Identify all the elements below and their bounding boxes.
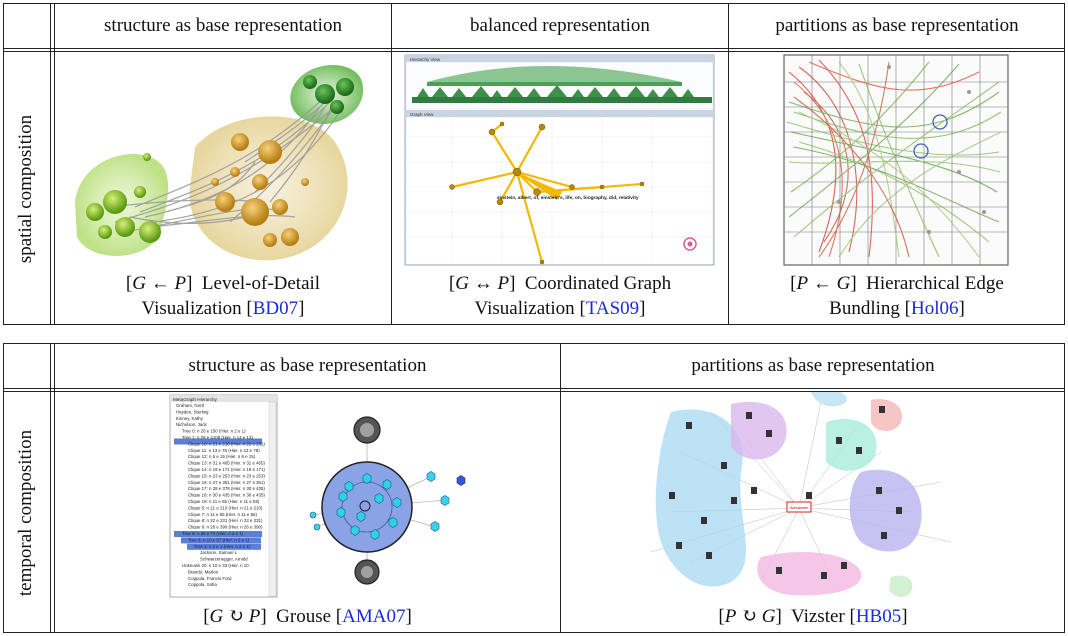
grouse-list-item[interactable]: Hayden, Sterling (176, 409, 209, 414)
citation-link[interactable]: HB05 (855, 606, 902, 627)
grouse-list-item[interactable]: Graham, Gertl (176, 403, 204, 408)
cell-level-of-detail: [G ← P] Level-of-Detail Visualization [B… (55, 52, 391, 325)
grouse-list-item[interactable]: Clique 18: n 30 e 435 (Hier. n 30 e 435) (188, 493, 265, 498)
grouse-list-item[interactable]: Clique 10: n 21 e 210 (Hier. n 22 e 231) (188, 441, 265, 446)
citation-link[interactable]: BD07 (252, 298, 299, 319)
grouse-list-item[interactable]: Kinney, Kathy (176, 416, 204, 421)
column-header-structure: structure as base representation (104, 14, 342, 36)
svg-text:Graph View: Graph View (410, 112, 434, 117)
caption-line-2: Visualization [BD07] (141, 298, 305, 319)
citation-link[interactable]: AMA07 (342, 606, 406, 627)
grouse-list-item[interactable]: Coppola, Sofia (188, 582, 217, 587)
caption-line-1: [G ↔ P] Coordinated Graph (448, 273, 672, 294)
column-header-partitions: partitions as base representation (775, 14, 1019, 36)
grouse-list-item[interactable]: Clique 17: n 28 e 378 (Hier. n 30 e 435) (188, 486, 265, 491)
grouse-list-item[interactable]: Clique 8: n 22 e 231 (Hier. n 22 e 231) (188, 518, 263, 523)
level-of-detail-thumbnail (75, 65, 364, 261)
caption-grouse: [G ↻ P] Grouse [AMA07] (203, 606, 412, 627)
column-header-partitions-temporal: partitions as base representation (691, 354, 935, 376)
caption-coordinated-graph: [G ↔ P] Coordinated Graph Visualization … (392, 271, 728, 321)
grouse-list-item[interactable]: Tree 8: n 28 e 74 (Hier. n 2 e 1) (182, 531, 244, 536)
citation-link[interactable]: TAS09 (585, 298, 640, 319)
cell-hierarchical-edge-bundling: [P ← G] Hierarchical Edge Bundling [Hol0… (729, 52, 1065, 325)
caption-line-1: [P ← G] Hierarchical Edge (790, 273, 1004, 294)
grouse-list-item[interactable]: Tree 6: n 10 e 57 (Hier. n 2 e 1) (188, 537, 250, 542)
caption-hierarchical-edge-bundling: [P ← G] Hierarchical Edge Bundling [Hol0… (729, 271, 1065, 321)
grouse-list-item[interactable]: Coppola, Francis Ford (188, 576, 232, 581)
cell-grouse: MetaGraph Hierarchy Graham, Gertl Hayden,… (55, 392, 560, 633)
caption-line-2: Visualization [TAS09] (474, 298, 646, 319)
column-header-balanced: balanced representation (470, 14, 650, 36)
temporal-composition-table (3, 343, 1065, 633)
svg-text:Hierarchy View: Hierarchy View (410, 57, 441, 62)
grouse-list-item[interactable]: Tree 0: n 26 e 150 (Hier. n 2 e 1) (182, 429, 246, 434)
grouse-list-item[interactable]: Tree 2: n 2 e 1 (Hier. n 2 e 1) (194, 544, 251, 549)
grouse-list-item[interactable]: Brando, Marlon (188, 569, 219, 574)
grouse-list-item[interactable]: Clique 7: n 11 e 55 (Hier. n 11 e 55) (188, 512, 257, 517)
caption-vizster: [P ↻ G] Vizster [HB05] (718, 606, 908, 627)
grouse-list-item[interactable]: Jackson, Samuel L (200, 550, 238, 555)
row-label-temporal: temporal composition (15, 429, 37, 596)
grouse-list-item[interactable]: Nicholson, Jack (176, 422, 208, 427)
grouse-list-item[interactable]: Clique 5: n 21 e 210 (Hier. n 21 e 210) (188, 505, 263, 510)
grouse-list-item[interactable]: Clique 15: n 23 e 253 (Hier. n 23 e 253) (188, 473, 265, 478)
grouse-list-item[interactable]: Clique 13: n 31 e 465 (Hier. n 31 e 465) (188, 461, 265, 466)
vizster-thumbnail: Alexander (650, 392, 952, 597)
svg-text:Alexander: Alexander (790, 505, 809, 510)
column-header-structure-temporal: structure as base representation (188, 354, 427, 376)
grouse-list-item[interactable]: Unknown 20: n 10 e 33 (Hier. n 10 (182, 563, 249, 568)
coordinated-graph-thumbnail: Hierarchy View Graph View (404, 54, 715, 266)
caption-level-of-detail: [G ← P] Level-of-Detail Visualization [B… (55, 271, 391, 321)
grouse-list-item[interactable]: Clique 11: n 13 e 78 (Hier. n 13 e 78) (188, 448, 260, 453)
citation-link[interactable]: Hol06 (910, 298, 959, 319)
row-label-spatial: spatial composition (15, 114, 37, 263)
grouse-list-item[interactable]: Clique 16: n 27 e 351 (Hier. n 27 e 351) (188, 480, 265, 485)
grouse-list-item[interactable]: Clique 19: n 11 e 55 (Hier. n 11 e 55) (188, 499, 260, 504)
caption-line-1: [G ← P] Level-of-Detail (125, 273, 321, 294)
grouse-thumbnail: MetaGraph Hierarchy Graham, GertlHayden,… (169, 394, 466, 598)
cell-coordinated-graph: Hierarchy View Graph View (392, 52, 728, 325)
grouse-list-item[interactable]: Schwarzenegger, Arnold (200, 557, 248, 562)
caption-line-2: Bundling [Hol06] (829, 298, 965, 319)
grouse-list-item[interactable]: Clique 12: n 6 e 15 (Hier. n 6 e 15) (188, 454, 256, 459)
grouse-list-item[interactable]: Clique 14: n 19 e 171 (Hier. n 19 e 171) (188, 467, 265, 472)
edge-bundling-thumbnail (783, 54, 1009, 266)
grouse-list-item[interactable]: Clique 9: n 26 e 390 (Hier. n 26 e 390) (188, 525, 263, 530)
svg-text:einstein, albert, of, einstein: einstein, albert, of, einstein's, life, … (497, 195, 639, 201)
cell-vizster: Alexander [P ↻ G] Vizster [HB05] (561, 392, 1065, 633)
grouse-list-item[interactable]: Tree 1: n 28 e 4108 (Hier. n 14 e 13) (182, 435, 253, 440)
svg-text:MetaGraph Hierarchy: MetaGraph Hierarchy (173, 397, 218, 402)
spatial-composition-table (3, 3, 1065, 325)
